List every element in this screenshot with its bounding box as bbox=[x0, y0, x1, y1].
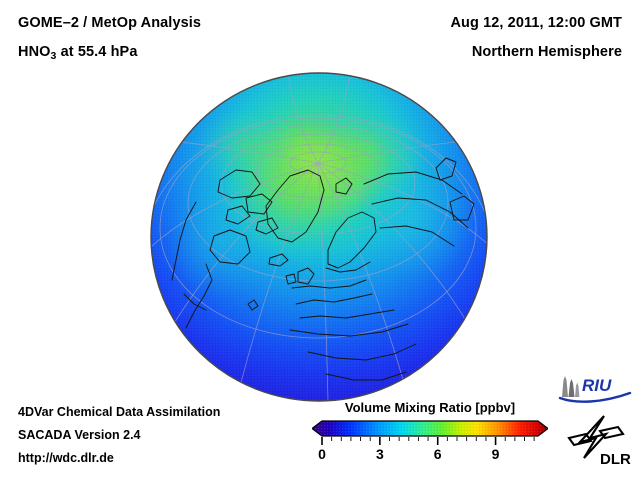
timestamp-label: Aug 12, 2011, 12:00 GMT bbox=[450, 15, 622, 31]
colorbar-ticks bbox=[321, 437, 535, 445]
species-level-title: HNO3 at 55.4 hPa bbox=[18, 44, 137, 62]
colorbar-tick-label: 3 bbox=[375, 446, 384, 462]
graticule bbox=[151, 73, 487, 401]
species-label: HNO bbox=[18, 44, 51, 60]
source-url-label[interactable]: http://wdc.dlr.de bbox=[18, 451, 114, 465]
hemisphere-label: Northern Hemisphere bbox=[471, 44, 622, 60]
colorbar-swatch bbox=[312, 420, 548, 437]
species-subscript: 3 bbox=[50, 50, 57, 62]
dlr-logo: DLR bbox=[567, 415, 631, 468]
orthographic-globe-svg bbox=[150, 72, 488, 402]
colorbar-tick-labels: 0 3 6 9 bbox=[312, 446, 548, 470]
coastlines bbox=[171, 157, 475, 381]
globe-outline bbox=[150, 72, 488, 402]
colorbar-tick-label: 0 bbox=[318, 446, 326, 462]
dlr-mark-icon bbox=[567, 415, 625, 459]
colorbar: Volume Mixing Ratio [ppbv] 0 3 6 9 bbox=[312, 400, 548, 472]
version-label: SACADA Version 2.4 bbox=[18, 428, 141, 442]
dlr-wordmark: DLR bbox=[600, 451, 631, 468]
instrument-title: GOME–2 / MetOp Analysis bbox=[18, 15, 202, 31]
colorbar-scale bbox=[312, 420, 548, 445]
colorbar-title: Volume Mixing Ratio [ppbv] bbox=[344, 400, 516, 415]
globe-data-field bbox=[151, 73, 487, 401]
riu-logo: RIU bbox=[558, 376, 632, 403]
riu-wordmark: RIU bbox=[582, 376, 612, 395]
method-label: 4DVar Chemical Data Assimilation bbox=[18, 405, 221, 419]
pressure-level-label: at 55.4 hPa bbox=[56, 44, 138, 60]
globe-map bbox=[150, 72, 488, 402]
riu-swoosh-icon bbox=[558, 391, 632, 403]
colorbar-tick-label: 9 bbox=[491, 446, 500, 462]
riu-towers-icon bbox=[562, 376, 580, 397]
colorbar-tick-label: 6 bbox=[433, 446, 442, 462]
